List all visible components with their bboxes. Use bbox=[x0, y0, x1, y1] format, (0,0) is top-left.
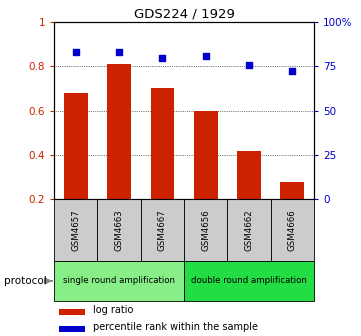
Bar bbox=[141, 199, 184, 261]
Text: GSM4656: GSM4656 bbox=[201, 210, 210, 251]
Bar bbox=[54, 261, 184, 300]
Point bbox=[246, 62, 252, 68]
Bar bbox=[64, 93, 88, 199]
Bar bbox=[237, 151, 261, 199]
Point bbox=[160, 56, 165, 61]
Text: percentile rank within the sample: percentile rank within the sample bbox=[93, 322, 258, 332]
Bar bbox=[107, 64, 131, 199]
Text: protocol: protocol bbox=[4, 276, 47, 286]
Point bbox=[116, 49, 122, 54]
Bar bbox=[194, 111, 218, 199]
Bar bbox=[280, 181, 304, 199]
Bar bbox=[271, 199, 314, 261]
Bar bbox=[184, 199, 227, 261]
Text: GSM4657: GSM4657 bbox=[71, 210, 80, 251]
Bar bbox=[151, 88, 174, 199]
Bar bbox=[59, 309, 85, 316]
Text: log ratio: log ratio bbox=[93, 305, 133, 316]
Point bbox=[290, 68, 295, 73]
Text: double round amplification: double round amplification bbox=[191, 277, 307, 286]
Bar bbox=[54, 199, 97, 261]
Point bbox=[203, 53, 209, 59]
Bar bbox=[59, 327, 85, 332]
Text: GSM4662: GSM4662 bbox=[245, 210, 253, 251]
Text: single round amplification: single round amplification bbox=[63, 277, 175, 286]
Text: GSM4667: GSM4667 bbox=[158, 210, 167, 251]
Point bbox=[73, 49, 79, 54]
Bar bbox=[227, 199, 271, 261]
Bar bbox=[184, 261, 314, 300]
Title: GDS224 / 1929: GDS224 / 1929 bbox=[134, 8, 235, 21]
Text: GSM4663: GSM4663 bbox=[115, 210, 123, 251]
Text: GSM4666: GSM4666 bbox=[288, 210, 297, 251]
Bar bbox=[97, 199, 141, 261]
